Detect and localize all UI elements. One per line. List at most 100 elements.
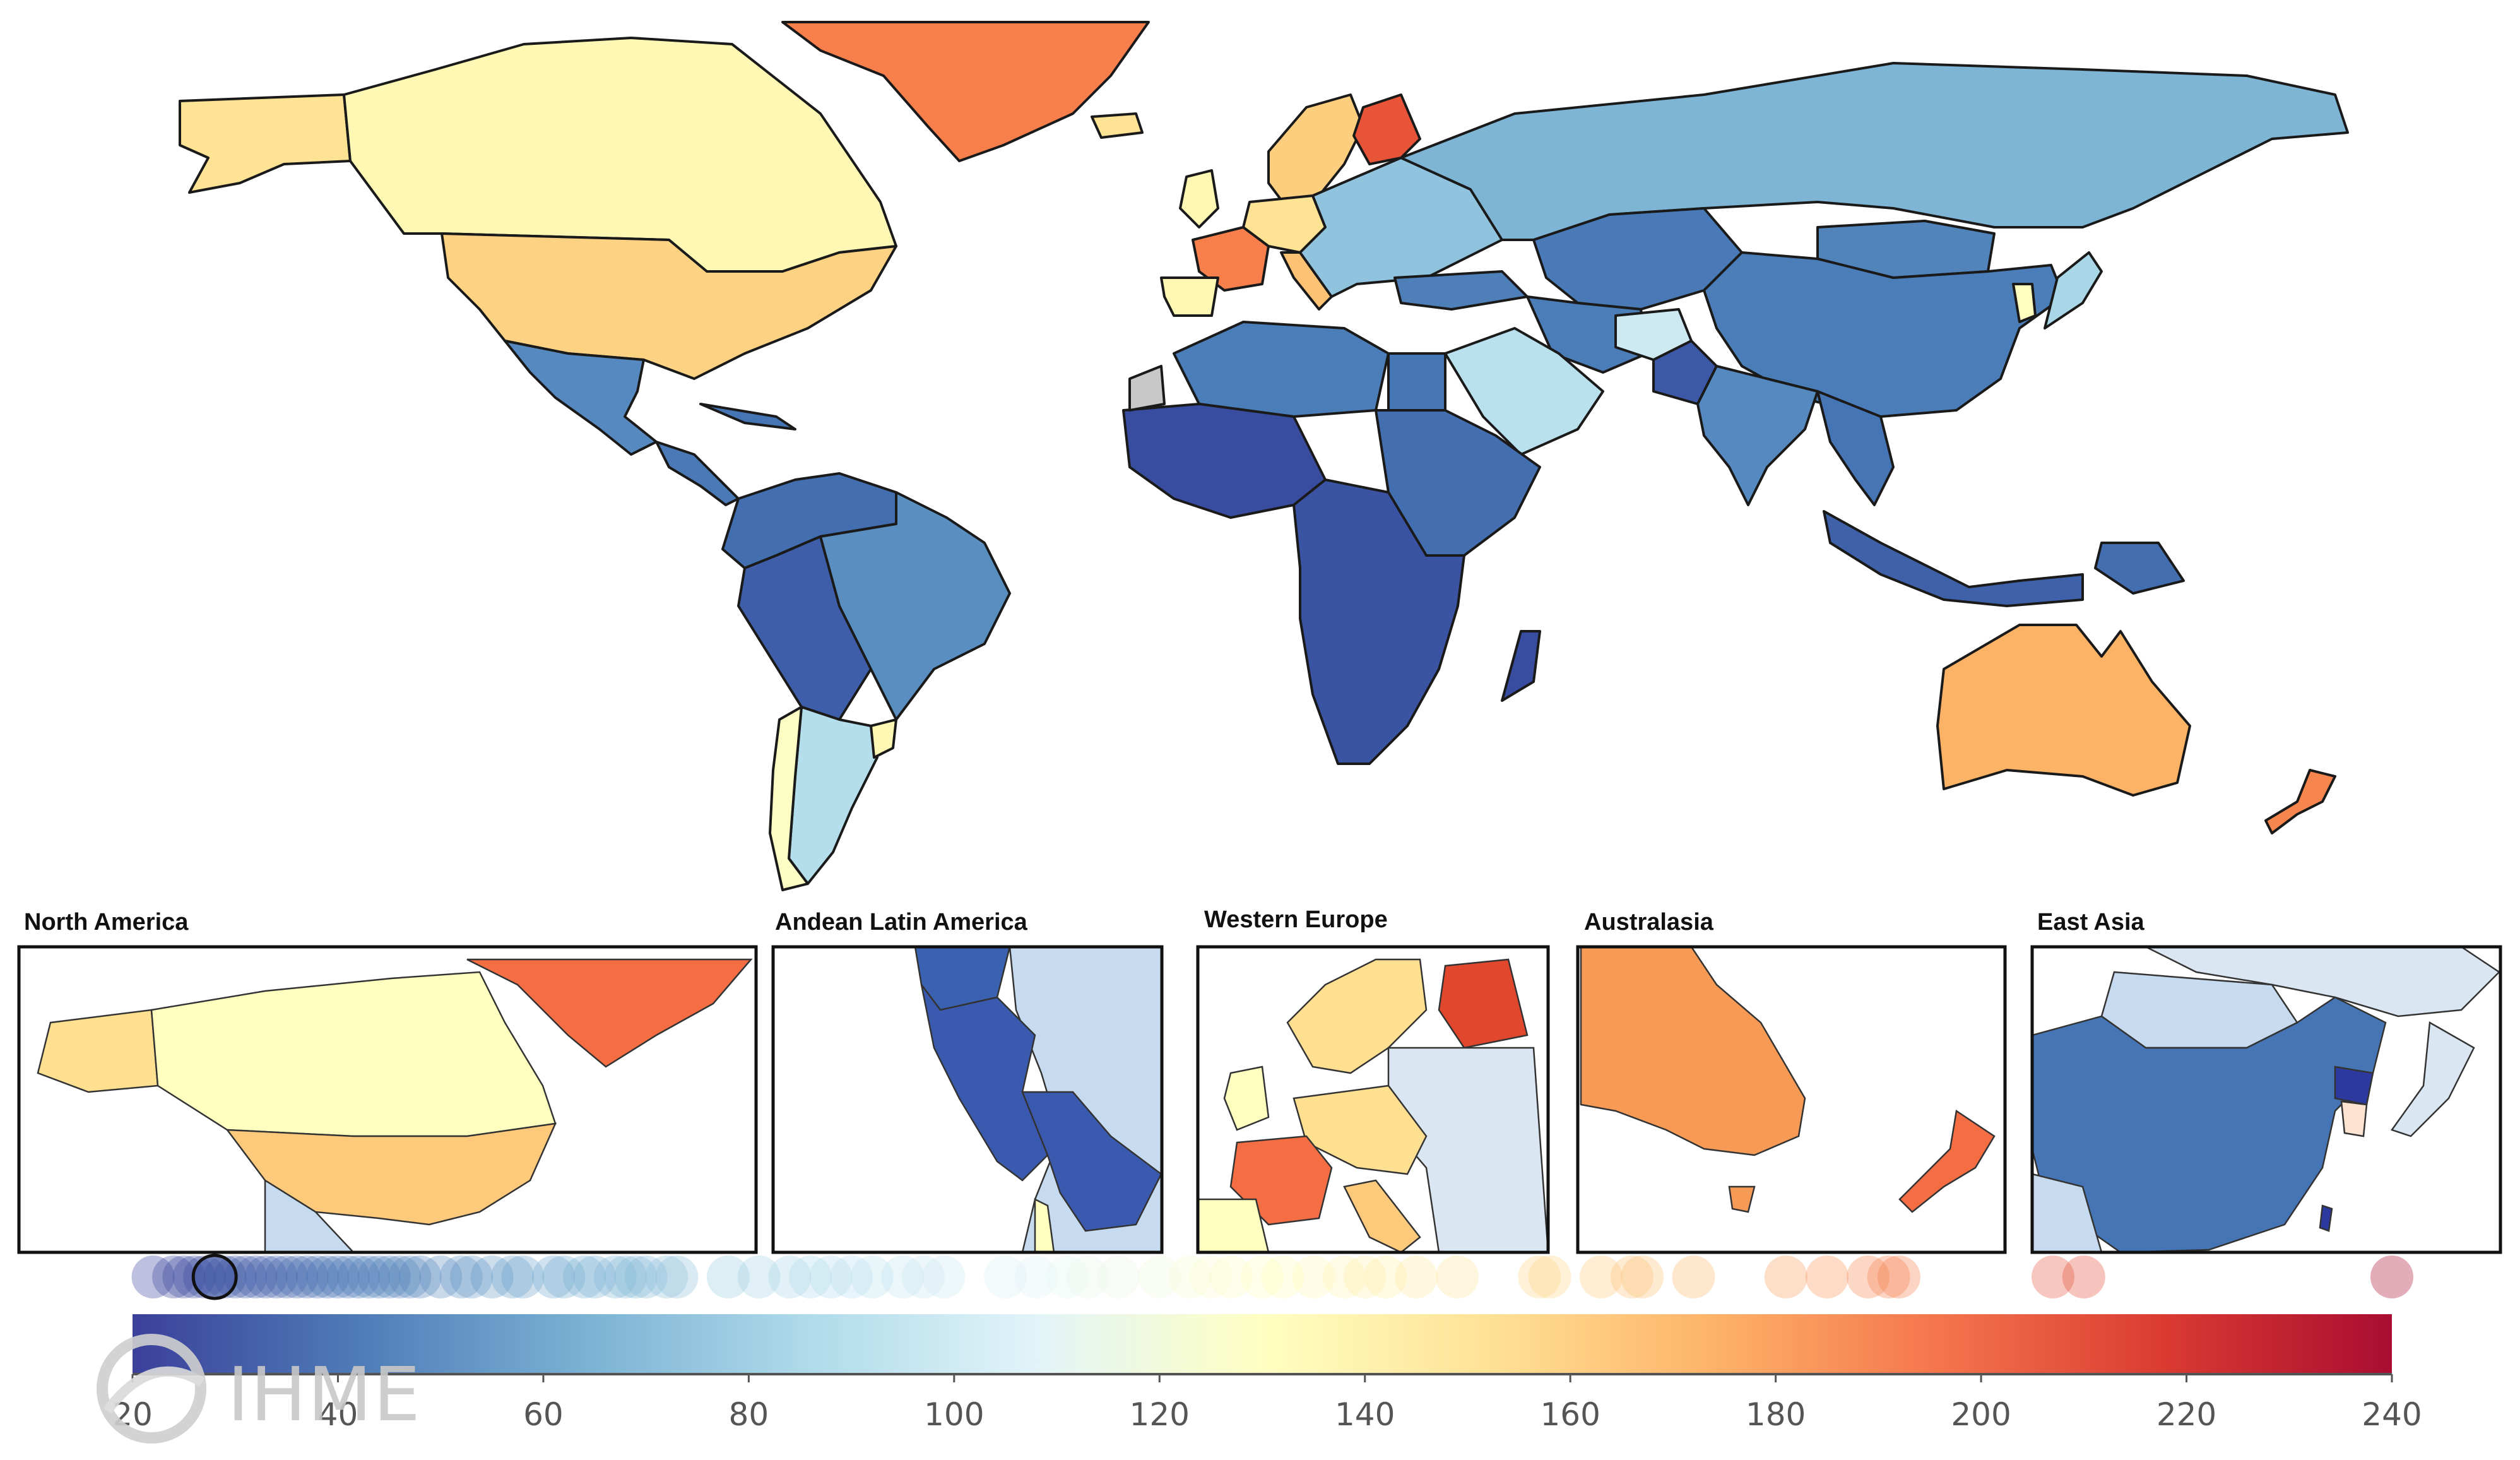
region-arabian-peninsula[interactable] <box>1444 327 1604 456</box>
value-dot[interactable] <box>1241 1255 1284 1298</box>
value-dot[interactable] <box>1580 1255 1623 1298</box>
value-dot[interactable] <box>1806 1255 1849 1298</box>
value-dot[interactable] <box>265 1255 309 1298</box>
value-dot[interactable] <box>501 1255 545 1298</box>
region-egypt[interactable] <box>1387 352 1446 412</box>
value-dot[interactable] <box>367 1255 411 1298</box>
region-canada[interactable] <box>343 37 897 273</box>
value-dot[interactable] <box>655 1255 699 1298</box>
value-dot[interactable] <box>645 1255 689 1298</box>
value-dot[interactable] <box>337 1255 380 1298</box>
value-dot[interactable] <box>254 1255 298 1298</box>
value-dot[interactable] <box>450 1255 493 1298</box>
value-dot[interactable] <box>1292 1255 1335 1298</box>
value-dot[interactable] <box>1867 1255 1910 1298</box>
region-southeast-asia[interactable] <box>1816 390 1895 506</box>
value-dot[interactable] <box>1672 1255 1715 1298</box>
region-central-southern-africa[interactable] <box>1293 478 1465 765</box>
value-dot[interactable] <box>809 1255 853 1298</box>
region-russia[interactable] <box>1400 62 2349 241</box>
value-dot[interactable] <box>347 1255 391 1298</box>
value-dot[interactable] <box>378 1255 422 1298</box>
inset-andean-latin-america[interactable] <box>771 945 1164 1254</box>
value-dot[interactable] <box>1015 1255 1058 1298</box>
value-dot[interactable] <box>131 1255 175 1298</box>
region-uruguay[interactable] <box>870 718 897 759</box>
value-dot[interactable] <box>152 1255 196 1298</box>
region-australia[interactable] <box>1936 624 2191 797</box>
region-central-america[interactable] <box>655 441 740 506</box>
value-dot[interactable] <box>593 1255 637 1298</box>
value-dot[interactable] <box>203 1255 247 1298</box>
value-dot[interactable] <box>1045 1255 1089 1298</box>
value-dot[interactable] <box>275 1255 319 1298</box>
region-greenland[interactable] <box>781 21 1150 162</box>
value-dot[interactable] <box>316 1255 360 1298</box>
region-turkey[interactable] <box>1393 270 1529 311</box>
value-dot[interactable] <box>1395 1255 1438 1298</box>
region-iceland[interactable] <box>1091 112 1144 139</box>
value-dot[interactable] <box>624 1255 668 1298</box>
value-dot[interactable] <box>439 1255 483 1298</box>
region-western-sahara[interactable] <box>1128 365 1166 412</box>
value-dot[interactable] <box>1066 1255 1109 1298</box>
value-dot[interactable] <box>388 1255 432 1298</box>
value-dot[interactable] <box>419 1255 463 1298</box>
value-dot-highlighted[interactable] <box>191 1254 238 1300</box>
region-brazil[interactable] <box>819 491 1011 721</box>
value-dot[interactable] <box>1189 1255 1233 1298</box>
value-dot[interactable] <box>573 1255 617 1298</box>
value-dot[interactable] <box>470 1255 514 1298</box>
value-dot[interactable] <box>830 1255 873 1298</box>
value-dot[interactable] <box>357 1255 401 1298</box>
value-dot[interactable] <box>902 1255 945 1298</box>
value-dot[interactable] <box>193 1255 237 1298</box>
inset-western-europe[interactable] <box>1196 945 1550 1254</box>
region-iberia[interactable] <box>1160 276 1219 317</box>
value-dot[interactable] <box>1323 1255 1366 1298</box>
region-argentina[interactable] <box>788 706 878 885</box>
value-dot[interactable] <box>1610 1255 1653 1298</box>
value-dot[interactable] <box>326 1255 370 1298</box>
value-dot[interactable] <box>850 1255 894 1298</box>
value-dot[interactable] <box>1621 1255 1664 1298</box>
region-north-africa[interactable] <box>1173 321 1390 418</box>
value-dot[interactable] <box>234 1255 278 1298</box>
value-dot[interactable] <box>1138 1255 1181 1298</box>
value-dot[interactable] <box>295 1255 339 1298</box>
region-new-zealand[interactable] <box>2264 769 2336 834</box>
value-dot[interactable] <box>398 1255 442 1298</box>
value-dot[interactable] <box>2370 1255 2413 1298</box>
value-dot[interactable] <box>244 1255 288 1298</box>
region-caribbean[interactable] <box>699 403 796 430</box>
region-papua-new-guinea[interactable] <box>2094 542 2185 595</box>
value-dot[interactable] <box>1877 1255 1920 1298</box>
value-dot[interactable] <box>285 1255 329 1298</box>
value-dot[interactable] <box>1261 1255 1304 1298</box>
inset-north-america[interactable] <box>17 945 758 1254</box>
region-chile[interactable] <box>769 706 809 891</box>
value-dot[interactable] <box>1436 1255 1479 1298</box>
value-dot[interactable] <box>182 1255 226 1298</box>
value-dot[interactable] <box>1210 1255 1253 1298</box>
region-korea[interactable] <box>2012 283 2037 323</box>
value-dot[interactable] <box>532 1255 576 1298</box>
region-norway-sweden[interactable] <box>1267 93 1364 210</box>
region-madagascar[interactable] <box>1501 630 1541 702</box>
value-dot[interactable] <box>1169 1255 1212 1298</box>
value-dot[interactable] <box>768 1255 812 1298</box>
value-dot[interactable] <box>1097 1255 1140 1298</box>
value-dot[interactable] <box>922 1255 966 1298</box>
value-dot[interactable] <box>306 1255 350 1298</box>
region-united-states[interactable] <box>441 232 897 380</box>
region-united-kingdom[interactable] <box>1179 169 1219 228</box>
value-dot[interactable] <box>706 1255 750 1298</box>
region-italy[interactable] <box>1280 251 1333 311</box>
value-dot[interactable] <box>984 1255 1027 1298</box>
value-dot[interactable] <box>881 1255 925 1298</box>
value-dot[interactable] <box>604 1255 648 1298</box>
value-dot[interactable] <box>1364 1255 1407 1298</box>
region-japan[interactable] <box>2044 251 2103 329</box>
region-mexico[interactable] <box>504 340 658 456</box>
value-dot[interactable] <box>1847 1255 1890 1298</box>
